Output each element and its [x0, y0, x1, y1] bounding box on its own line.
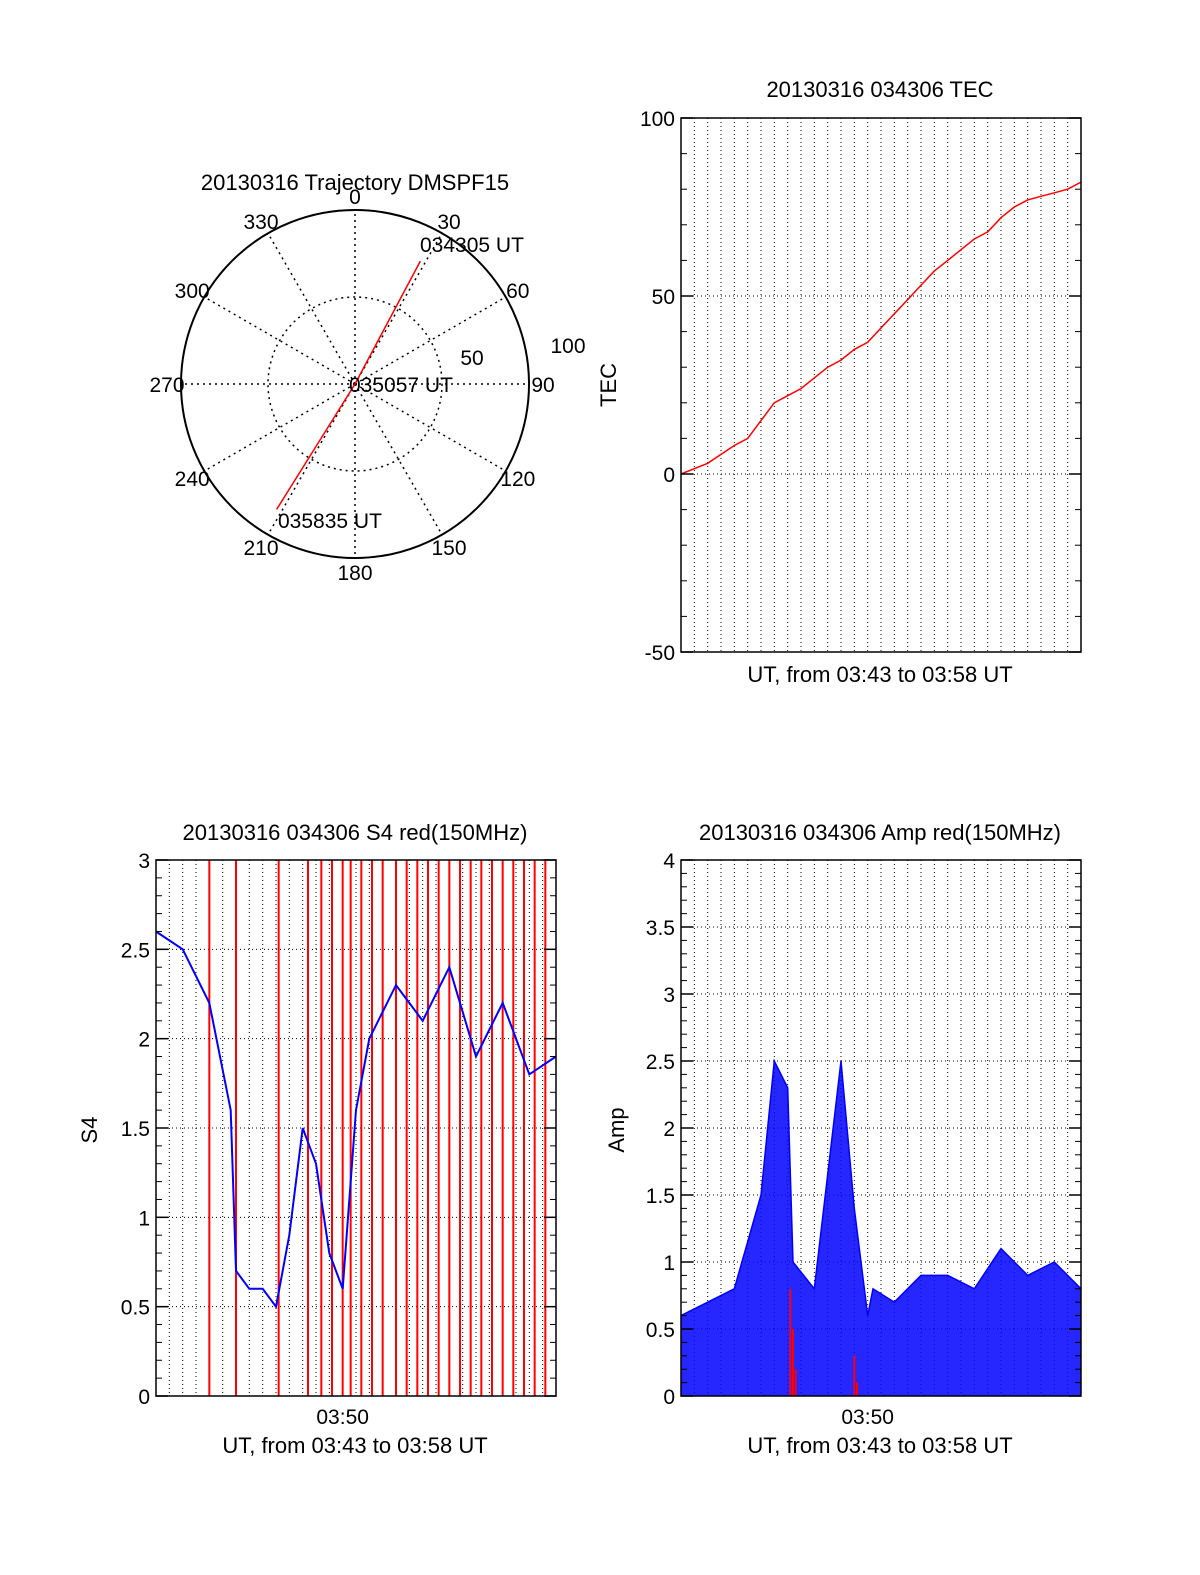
polar-trajectory-plot: 20130316 Trajectory DMSPF15 0 30 60 90 120 15…: [149, 170, 585, 585]
y-tick-label: 100: [640, 108, 675, 131]
polar-title: 20130316 Trajectory DMSPF15: [201, 170, 509, 195]
polar-angle-label: 60: [506, 280, 529, 303]
amp-blue-series-area: [681, 1061, 1081, 1396]
y-tick-label: 0: [138, 1386, 150, 1409]
s4-ylabel: S4: [77, 1117, 102, 1144]
y-tick-label: 2: [138, 1029, 150, 1052]
y-tick-label: 3: [663, 984, 675, 1007]
y-tick-label: 1.5: [646, 1185, 675, 1208]
x-tick-label: 03:50: [841, 1406, 894, 1429]
y-tick-label: -50: [645, 642, 675, 665]
polar-angle-label: 300: [175, 280, 210, 303]
polar-spoke: [354, 296, 507, 385]
polar-spoke: [267, 232, 356, 385]
s4-plot: 20130316 034306 S4 red(150MHz) UT, from …: [77, 820, 557, 1458]
polar-spoke: [203, 383, 356, 472]
y-tick-label: 3.5: [646, 917, 675, 940]
polar-angle-label: 150: [431, 537, 466, 560]
polar-angle-label: 90: [531, 374, 554, 397]
s4-blue-series-line: [155, 930, 557, 1310]
amp-ylabel: Amp: [604, 1107, 629, 1152]
y-tick-label: 50: [652, 286, 675, 309]
polar-angle-label: 120: [500, 468, 535, 491]
polar-annotation: 034305 UT: [420, 234, 524, 257]
tec-plot: 20130316 034306 TEC UT, from 03:43 to 03…: [596, 77, 1082, 687]
y-tick-label: 1: [138, 1207, 150, 1230]
polar-angle-label: 240: [175, 468, 210, 491]
tec-series-line: [680, 181, 1082, 475]
polar-angle-label: 0: [349, 186, 361, 209]
tec-xlabel: UT, from 03:43 to 03:58 UT: [747, 662, 1012, 687]
polar-radius-label: 50: [460, 347, 483, 370]
amp-title: 20130316 034306 Amp red(150MHz): [699, 820, 1061, 845]
y-tick-label: 1.5: [121, 1118, 150, 1141]
polar-spoke: [354, 383, 507, 472]
s4-xlabel: UT, from 03:43 to 03:58 UT: [222, 1433, 487, 1458]
y-tick-label: 1: [663, 1252, 675, 1275]
polar-grid-circle: [267, 296, 443, 472]
polar-trajectory-line: [275, 260, 422, 510]
y-tick-label: 2.5: [646, 1051, 675, 1074]
s4-title: 20130316 034306 S4 red(150MHz): [183, 820, 528, 845]
plot-frame: [680, 117, 1082, 653]
polar-radius-label: 100: [550, 335, 585, 358]
y-tick-label: 4: [663, 850, 675, 873]
amp-xlabel: UT, from 03:43 to 03:58 UT: [747, 1433, 1012, 1458]
polar-angle-label: 330: [243, 211, 278, 234]
tec-title: 20130316 034306 TEC: [766, 77, 993, 102]
x-tick-label: 03:50: [316, 1406, 369, 1429]
polar-spoke: [267, 383, 356, 536]
y-tick-label: 2.5: [121, 939, 150, 962]
amp-blue-series-line: [680, 1058, 1082, 1317]
polar-angle-label: 180: [337, 562, 372, 585]
polar-spoke: [354, 383, 443, 536]
polar-angle-label: 30: [437, 211, 460, 234]
polar-outer-circle: [180, 209, 530, 559]
polar-annotation: 035835 UT: [278, 510, 382, 533]
polar-spoke: [354, 232, 443, 385]
polar-angle-label: 210: [243, 537, 278, 560]
y-tick-label: 0.5: [646, 1319, 675, 1342]
polar-angle-label: 270: [149, 374, 184, 397]
tec-ylabel: TEC: [596, 363, 621, 407]
y-tick-label: 0: [663, 464, 675, 487]
y-tick-label: 2: [663, 1118, 675, 1141]
polar-annotation: 035057 UT: [349, 374, 453, 397]
amp-plot: 20130316 034306 Amp red(150MHz) UT, from…: [604, 820, 1082, 1458]
polar-spoke: [203, 296, 356, 385]
y-tick-label: 0.5: [121, 1297, 150, 1320]
y-tick-label: 0: [663, 1386, 675, 1409]
y-tick-label: 3: [138, 850, 150, 873]
